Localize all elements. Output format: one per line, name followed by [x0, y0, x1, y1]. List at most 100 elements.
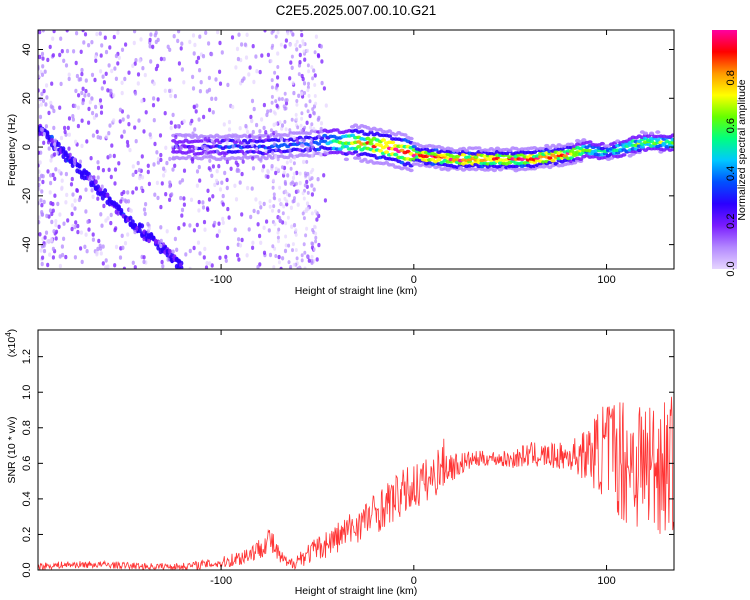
heatmap-cell — [411, 144, 417, 149]
heatmap-cell — [140, 175, 145, 180]
heatmap-cell — [300, 258, 304, 263]
heatmap-cell — [390, 163, 396, 167]
heatmap-cell — [288, 266, 292, 269]
y-tick-label: 0.6 — [21, 456, 33, 471]
heatmap-cell — [45, 95, 49, 100]
heatmap-cell — [66, 218, 70, 223]
heatmap-cell — [102, 80, 106, 85]
y-tick-label: 20 — [21, 92, 33, 104]
heatmap-cell — [285, 160, 289, 165]
heatmap-cell — [79, 49, 83, 54]
heatmap-cell — [162, 56, 166, 62]
heatmap-cell — [311, 167, 315, 172]
heatmap-cell — [310, 144, 314, 149]
heatmap-cell — [113, 66, 117, 71]
heatmap-cell — [83, 244, 87, 249]
heatmap-cell — [323, 150, 327, 155]
heatmap-cell — [274, 121, 278, 126]
heatmap-cell — [52, 125, 56, 131]
heatmap-cell — [246, 185, 250, 191]
heatmap-cell — [274, 254, 278, 258]
heatmap-cell — [218, 255, 222, 260]
heatmap-cell — [80, 118, 84, 123]
heatmap-cell — [285, 202, 289, 207]
heatmap-cell — [49, 201, 53, 206]
heatmap-cell — [147, 181, 151, 187]
heatmap-cell — [670, 147, 674, 152]
x-tick-label: 100 — [597, 274, 615, 286]
heatmap-cell — [171, 112, 175, 118]
heatmap-cell — [42, 199, 46, 205]
heatmap-cell — [243, 42, 247, 47]
heatmap-cell — [182, 80, 186, 85]
heatmap-cell — [323, 198, 327, 203]
heatmap-cell — [286, 31, 290, 36]
heatmap-cell — [54, 146, 58, 152]
heatmap-cell — [334, 128, 340, 132]
heatmap-cell — [168, 197, 172, 202]
heatmap-cell — [140, 98, 144, 104]
heatmap-cell — [291, 81, 295, 86]
heatmap-cell — [303, 266, 307, 269]
heatmap-cell — [256, 210, 260, 215]
heatmap-cell — [213, 220, 217, 226]
heatmap-cell — [96, 175, 100, 180]
heatmap-cell — [291, 32, 295, 37]
heatmap-cell — [90, 40, 94, 45]
heatmap-cell — [202, 219, 207, 225]
heatmap-cell — [159, 152, 163, 158]
heatmap-cell — [101, 261, 105, 266]
heatmap-cell — [316, 177, 320, 182]
heatmap-cell — [39, 248, 43, 253]
heatmap-cell — [144, 202, 148, 207]
heatmap-cell — [312, 126, 316, 131]
heatmap-cell — [84, 78, 88, 83]
heatmap-cell — [192, 104, 196, 110]
heatmap-cell — [311, 107, 315, 112]
heatmap-cell — [56, 201, 60, 207]
heatmap-cell — [108, 123, 112, 128]
heatmap-cell — [237, 257, 241, 262]
y-tick-label: 0.8 — [21, 420, 33, 435]
heatmap-cell — [303, 250, 307, 255]
heatmap-cell — [169, 93, 173, 99]
heatmap-cell — [291, 242, 295, 247]
heatmap-cell — [211, 194, 215, 199]
y-tick-label: 0.2 — [21, 527, 33, 542]
heatmap-cell — [79, 77, 83, 82]
heatmap-cell — [68, 152, 72, 158]
heatmap-cell — [246, 129, 250, 135]
heatmap-cell — [289, 158, 293, 164]
heatmap-cell — [146, 221, 150, 227]
heatmap-cell — [142, 207, 147, 212]
heatmap-cell — [218, 187, 223, 192]
heatmap-cell — [279, 42, 283, 47]
heatmap-cell — [271, 208, 274, 213]
heatmap-cell — [50, 211, 54, 217]
heatmap-cell — [273, 111, 277, 116]
heatmap-cell — [301, 42, 305, 47]
heatmap-cell — [99, 212, 103, 217]
heatmap-cell — [38, 177, 41, 182]
heatmap-cell — [196, 55, 201, 61]
heatmap-cell — [195, 169, 200, 174]
heatmap-cell — [49, 104, 53, 109]
heatmap-cell — [38, 160, 42, 165]
heatmap-cell — [38, 54, 42, 60]
heatmap-cell — [317, 54, 321, 59]
heatmap-cell — [241, 159, 245, 164]
heatmap-cell — [73, 198, 77, 203]
heatmap-cell — [284, 221, 288, 226]
heatmap-cell — [436, 164, 442, 169]
heatmap-cell — [201, 200, 205, 205]
heatmap-cell — [72, 49, 76, 54]
heatmap-cell — [225, 185, 229, 191]
heatmap-cell — [38, 74, 41, 79]
heatmap-cell — [104, 49, 109, 55]
heatmap-cell — [270, 100, 274, 105]
heatmap-cell — [282, 204, 286, 209]
heatmap-cell — [231, 144, 235, 149]
heatmap-cell — [100, 223, 104, 228]
heatmap-cell — [299, 138, 303, 143]
